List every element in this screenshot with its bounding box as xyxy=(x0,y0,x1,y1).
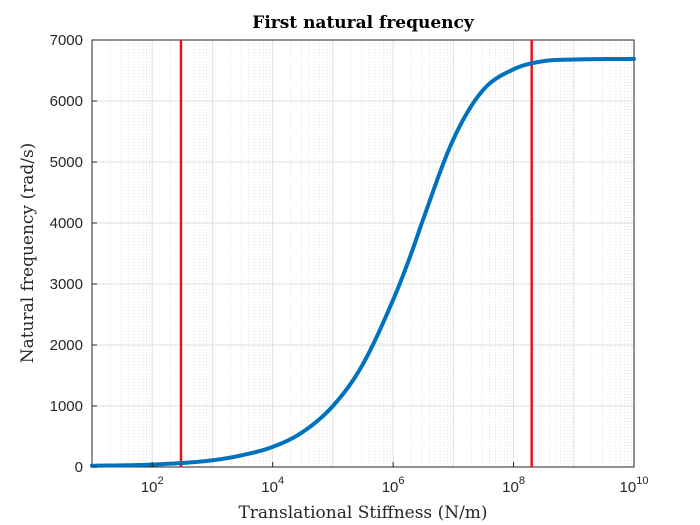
x-tick-label: 104 xyxy=(261,475,284,496)
y-axis-label: Natural frequency (rad/s) xyxy=(18,143,38,364)
y-axis-ticks: 0 1000 2000 3000 4000 5000 6000 7000 xyxy=(50,32,97,476)
series-line xyxy=(90,56,636,468)
y-tick-label: 0 xyxy=(75,459,83,476)
x-tick-label: 106 xyxy=(382,475,405,496)
x-axis-ticks: 102 104 106 108 1010 xyxy=(141,462,649,496)
grid xyxy=(91,39,635,468)
chart-title: First natural frequency xyxy=(252,13,475,33)
y-tick-label: 7000 xyxy=(50,32,83,49)
y-tick-label: 4000 xyxy=(50,215,83,232)
y-tick-label: 3000 xyxy=(50,276,83,293)
y-tick-label: 2000 xyxy=(50,337,83,354)
x-tick-label: 108 xyxy=(502,475,525,496)
y-tick-label: 1000 xyxy=(50,398,83,415)
x-tick-label: 1010 xyxy=(620,475,649,496)
y-tick-label: 5000 xyxy=(50,154,83,171)
y-tick-label: 6000 xyxy=(50,93,83,110)
plot-area-frame xyxy=(91,39,635,468)
x-axis-label: Translational Stiffness (N/m) xyxy=(238,503,487,523)
data-layer xyxy=(90,40,636,468)
x-tick-label: 102 xyxy=(141,475,164,496)
